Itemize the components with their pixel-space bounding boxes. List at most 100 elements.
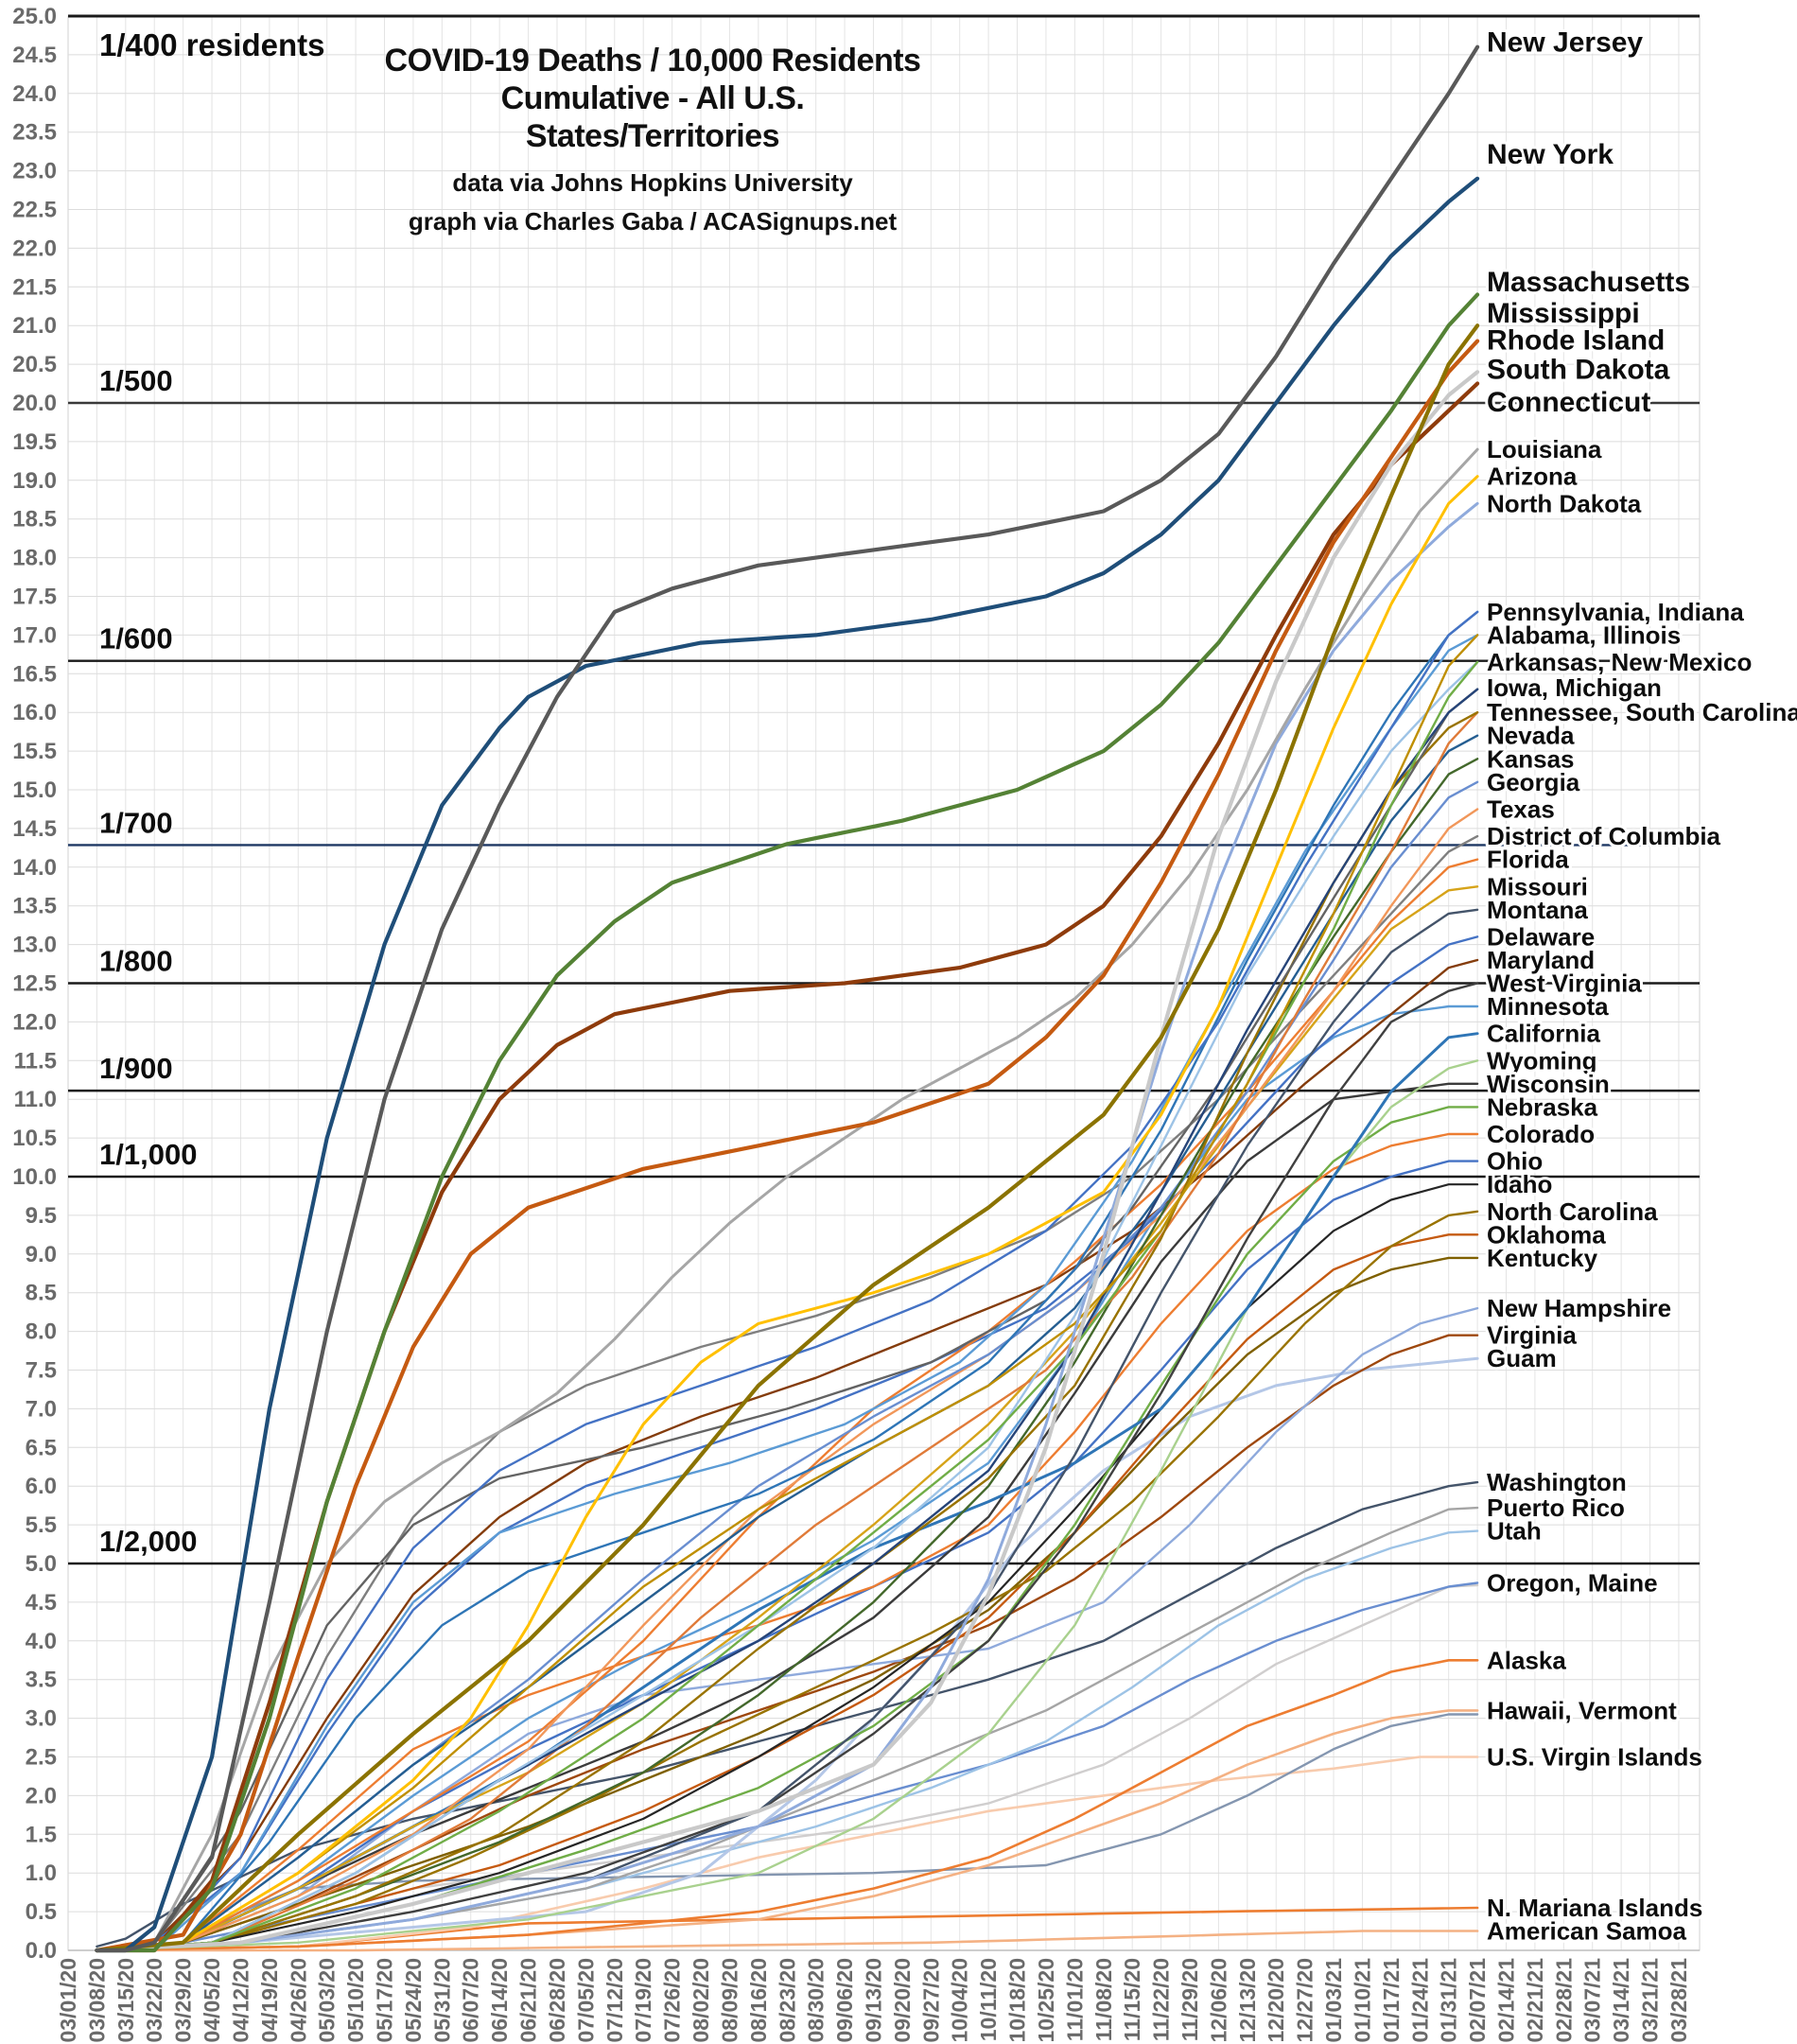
state-end-label-maryland: Maryland — [1487, 946, 1595, 974]
x-axis-labels: 03/01/20 03/08/20 03/15/20 03/22/20 03/29/20… — [56, 1958, 1691, 2043]
state-end-label-georgia: Georgia — [1487, 768, 1580, 796]
state-end-label-iowa-michigan: Iowa, Michigan — [1487, 673, 1662, 702]
y-tick-label: 16.0 — [12, 700, 57, 725]
x-tick-label: 03/15/20 — [113, 1958, 138, 2043]
state-end-label-new-jersey: New Jersey — [1487, 27, 1643, 59]
x-tick-label: 03/07/21 — [1580, 1958, 1605, 2043]
reference-label-1-900: 1/900 — [99, 1052, 173, 1085]
y-tick-label: 21.0 — [12, 313, 57, 339]
y-tick-label: 7.0 — [26, 1396, 57, 1422]
y-tick-label: 9.0 — [26, 1242, 57, 1267]
state-end-label-west-virginia: West Virginia — [1487, 970, 1642, 998]
reference-label-1-400-residents: 1/400 residents — [99, 27, 324, 62]
reference-label-1-700: 1/700 — [99, 806, 173, 839]
y-tick-label: 6.5 — [26, 1435, 57, 1460]
y-tick-label: 5.0 — [26, 1551, 57, 1577]
series-line-new-york — [95, 176, 1480, 1953]
state-end-label-new-hampshire: New Hampshire — [1487, 1294, 1671, 1322]
series-line-u-s-virgin-islands — [96, 1756, 1479, 1952]
state-end-label-american-samoa: American Samoa — [1487, 1917, 1687, 1946]
y-tick-label: 13.0 — [12, 933, 57, 958]
state-end-label-u-s-virgin-islands: U.S. Virgin Islands — [1487, 1743, 1702, 1772]
reference-labels: 1/400 residents 1/500 1/600 1/700 1/800 1/900… — [99, 27, 324, 1558]
x-tick-label: 02/21/21 — [1523, 1958, 1547, 2043]
x-tick-label: 06/07/20 — [459, 1958, 483, 2043]
y-tick-label: 21.5 — [12, 274, 57, 300]
y-tick-label: 6.0 — [26, 1474, 57, 1499]
series-line-north-dakota — [95, 501, 1479, 1952]
state-end-label-oklahoma: Oklahoma — [1487, 1220, 1606, 1249]
state-end-label-alaska: Alaska — [1487, 1646, 1566, 1674]
y-tick-label: 4.0 — [26, 1629, 57, 1654]
series-line-new-mexico — [96, 660, 1479, 1952]
state-end-label-rhode-island: Rhode Island — [1487, 325, 1665, 357]
x-tick-label: 02/28/21 — [1551, 1958, 1576, 2043]
x-tick-label: 04/19/20 — [257, 1958, 282, 2043]
x-tick-label: 10/04/20 — [948, 1958, 972, 2043]
y-tick-label: 2.5 — [26, 1745, 57, 1771]
y-tick-label: 0.0 — [26, 1938, 57, 1964]
y-tick-label: 12.0 — [12, 1009, 57, 1035]
reference-label-1-600: 1/600 — [99, 622, 173, 655]
x-tick-label: 08/16/20 — [746, 1958, 771, 2043]
series-line-south-dakota — [95, 370, 1480, 1953]
state-end-label-louisiana: Louisiana — [1487, 435, 1602, 463]
state-end-labels: New Jersey New York MassachusettsMississip… — [1484, 25, 1797, 1948]
series-line-arizona — [95, 475, 1479, 1952]
series-line-american-samoa — [96, 1930, 1479, 1952]
y-tick-label: 23.0 — [12, 159, 57, 184]
x-tick-label: 02/07/21 — [1465, 1958, 1490, 2043]
y-tick-label: 9.5 — [26, 1203, 57, 1229]
state-end-label-mississippi: Mississippi — [1487, 298, 1640, 329]
y-tick-label: 1.5 — [26, 1822, 57, 1847]
state-end-label-arizona: Arizona — [1487, 463, 1578, 491]
x-tick-label: 03/29/20 — [171, 1958, 196, 2043]
x-tick-label: 09/06/20 — [832, 1958, 857, 2043]
series-line-maryland — [96, 958, 1479, 1952]
x-tick-label: 11/15/20 — [1120, 1958, 1144, 2041]
y-tick-label: 3.0 — [26, 1706, 57, 1732]
state-end-label-tennessee-south-carolina: Tennessee, South Carolina — [1487, 698, 1797, 726]
series-line-rhode-island — [95, 339, 1480, 1953]
y-tick-label: 14.0 — [12, 855, 57, 881]
state-end-label-wisconsin: Wisconsin — [1487, 1070, 1610, 1098]
x-tick-label: 07/26/20 — [660, 1958, 685, 2043]
y-tick-label: 25.0 — [12, 4, 57, 29]
state-end-label-n-mariana-islands: N. Mariana Islands — [1487, 1894, 1702, 1922]
series-line-alaska — [96, 1659, 1479, 1952]
series-line-west-virginia — [96, 982, 1479, 1952]
y-tick-label: 4.5 — [26, 1590, 57, 1616]
x-tick-label: 07/12/20 — [602, 1958, 627, 2043]
reference-label-1-500: 1/500 — [99, 364, 173, 397]
state-end-label-connecticut: Connecticut — [1487, 387, 1650, 418]
state-end-label-nebraska: Nebraska — [1487, 1092, 1598, 1121]
y-tick-label: 8.5 — [26, 1281, 57, 1306]
y-tick-label: 20.0 — [12, 391, 57, 416]
y-tick-label: 0.5 — [26, 1899, 57, 1925]
x-tick-label: 09/13/20 — [862, 1958, 886, 2043]
state-end-label-texas: Texas — [1487, 795, 1555, 823]
y-tick-label: 10.5 — [12, 1126, 57, 1151]
series-lines — [95, 44, 1480, 1953]
series-line-washington — [96, 1480, 1479, 1948]
series-line-delaware — [96, 935, 1479, 1952]
x-tick-label: 08/09/20 — [717, 1958, 741, 2043]
state-end-label-florida: Florida — [1487, 846, 1569, 874]
series-line-pennsylvania — [96, 610, 1479, 1952]
y-tick-label: 18.0 — [12, 546, 57, 571]
y-tick-label: 11.0 — [14, 1087, 57, 1112]
x-tick-label: 05/03/20 — [315, 1958, 340, 2043]
x-tick-label: 07/19/20 — [631, 1958, 655, 2043]
reference-label-1-800: 1/800 — [99, 945, 173, 978]
x-tick-label: 07/05/20 — [573, 1958, 598, 2043]
state-end-label-arkansas-new-mexico: Arkansas, New Mexico — [1487, 648, 1752, 676]
state-end-label-minnesota: Minnesota — [1487, 992, 1609, 1021]
x-tick-label: 11/08/20 — [1091, 1958, 1116, 2041]
x-tick-label: 11/22/20 — [1149, 1958, 1174, 2041]
x-tick-label: 08/02/20 — [689, 1958, 713, 2043]
state-end-label-virginia: Virginia — [1487, 1321, 1577, 1350]
state-end-label-puerto-rico: Puerto Rico — [1487, 1494, 1625, 1522]
x-tick-label: 05/17/20 — [373, 1958, 397, 2043]
